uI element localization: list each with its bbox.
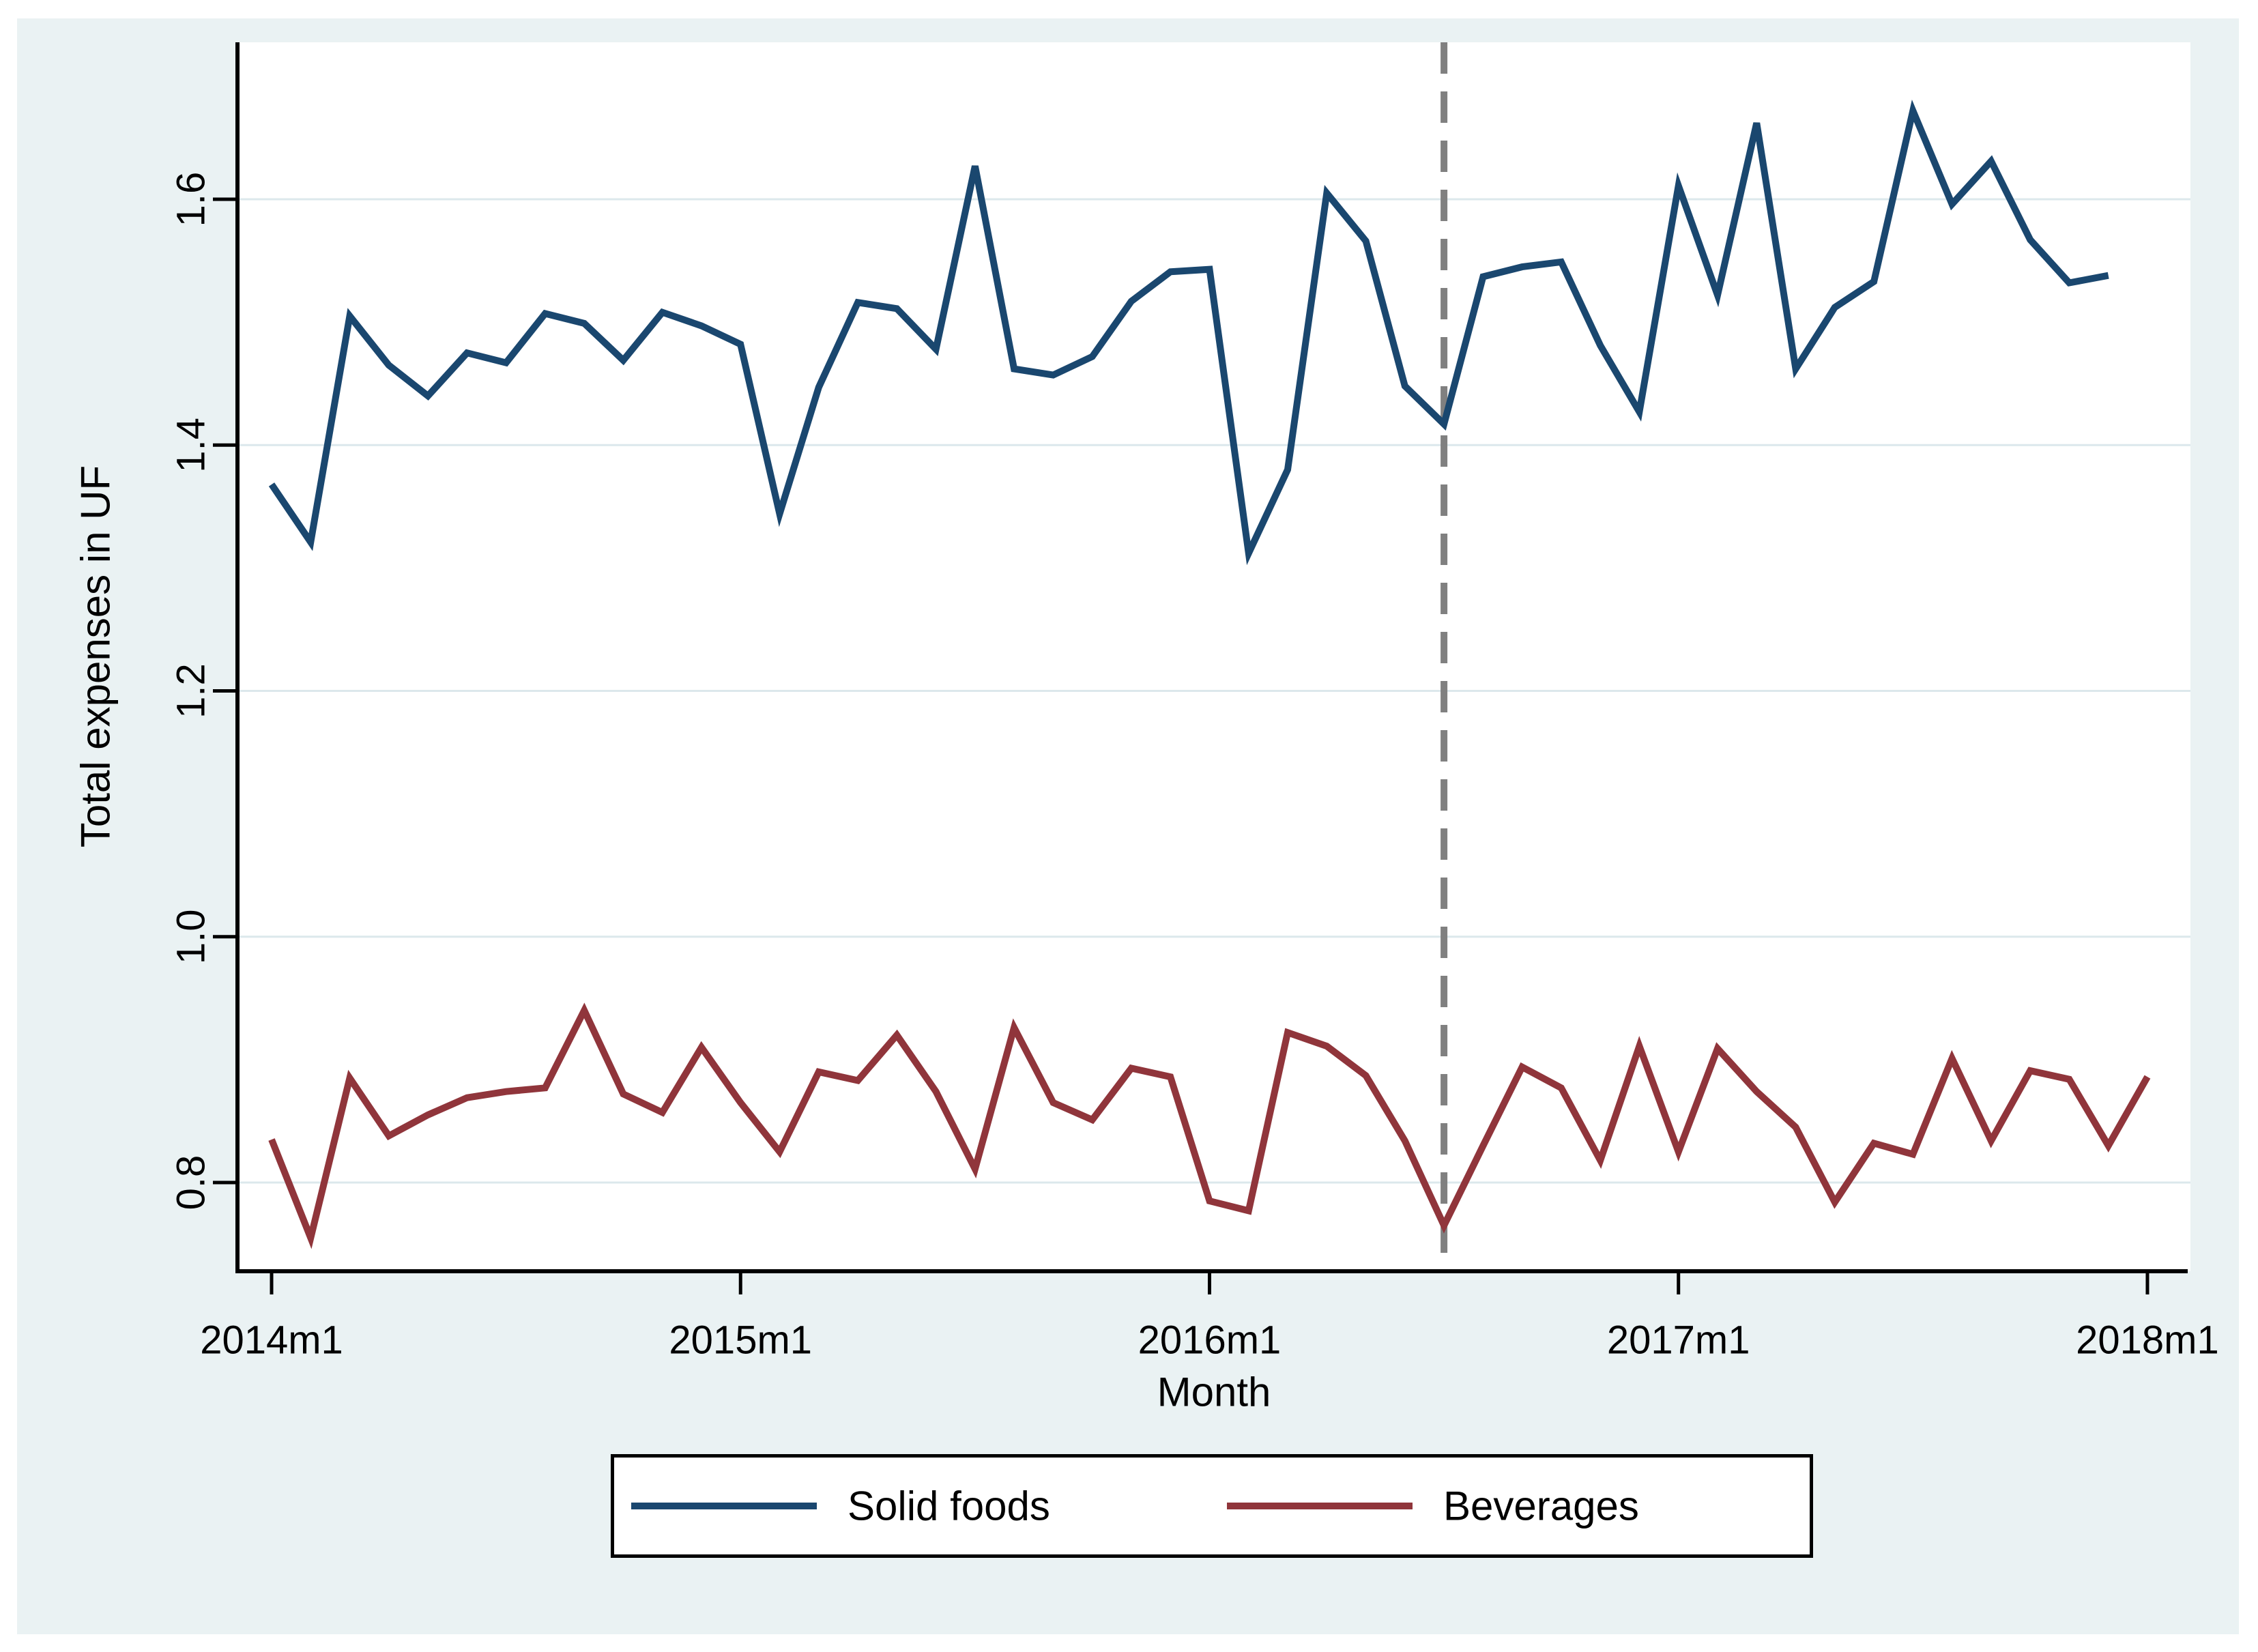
y-tick-label: 1.2 <box>169 663 214 719</box>
x-tick-label: 2015m1 <box>669 1318 812 1363</box>
y-tick-label: 0.8 <box>169 1155 214 1211</box>
plot-area <box>237 42 2190 1271</box>
x-axis-title: Month <box>1157 1369 1271 1415</box>
chart-legend: Solid foods Beverages <box>611 1454 1813 1558</box>
x-tick-label: 2018m1 <box>2076 1318 2219 1363</box>
x-tick-label: 2016m1 <box>1138 1318 1282 1363</box>
legend-label-beverages: Beverages <box>1443 1483 1639 1529</box>
solid-foods-line-swatch-icon <box>631 1503 817 1509</box>
y-tick-label: 1.6 <box>169 172 214 227</box>
beverages-line-swatch-icon <box>1227 1503 1413 1509</box>
x-tick-label: 2017m1 <box>1607 1318 1750 1363</box>
x-tick-label: 2014m1 <box>200 1318 343 1363</box>
series-line-solid-foods <box>268 99 2109 566</box>
legend-label-solid-foods: Solid foods <box>848 1483 1050 1529</box>
y-tick-label: 1.4 <box>169 418 214 473</box>
y-tick-label: 1.0 <box>169 909 214 964</box>
series-line-beverages <box>268 1002 2151 1249</box>
y-axis-title: Total expenses in UF <box>72 465 119 848</box>
figure-area: 0.8 1.0 1.2 1.4 1.6 2014m1 2015m1 2016m1 2017m1 2… <box>17 18 2239 1634</box>
